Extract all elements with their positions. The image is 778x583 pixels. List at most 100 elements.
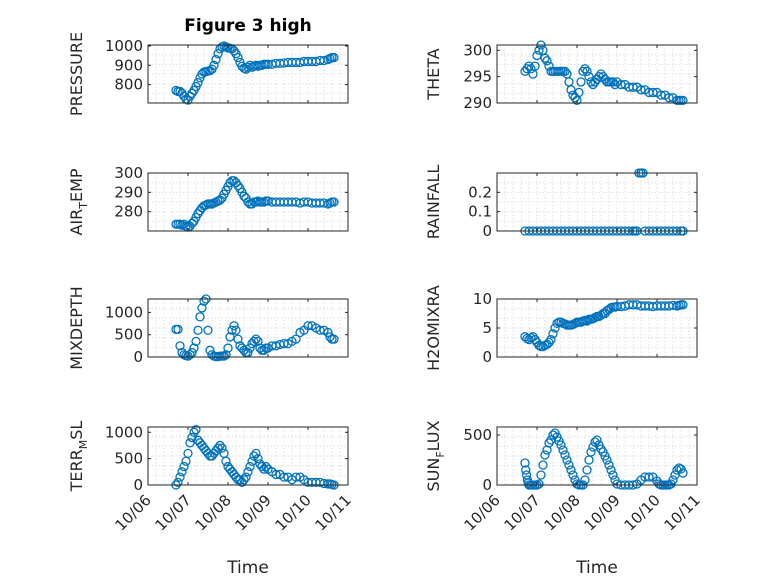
data-point <box>521 465 531 475</box>
data-point <box>195 312 205 322</box>
data-point <box>534 45 544 55</box>
data-point <box>185 350 195 360</box>
data-point <box>580 64 590 74</box>
x-tick-label: 10/09 <box>232 491 275 534</box>
data-point <box>522 64 532 74</box>
data-point <box>257 461 267 472</box>
y-axis-label: TERRMSL <box>67 421 90 493</box>
panel-rainfall: 00.1 0.2 RAINFALL <box>424 165 698 240</box>
data-point <box>179 461 189 472</box>
data-point <box>540 53 550 63</box>
y-tick-label: 900 <box>114 56 143 74</box>
data-point <box>582 465 592 475</box>
data-point <box>548 329 558 339</box>
data-point <box>604 460 614 470</box>
data-point <box>566 85 576 95</box>
data-point <box>191 424 201 435</box>
data-point <box>221 350 231 360</box>
data-point <box>656 90 666 100</box>
data-point <box>542 56 552 66</box>
data-point <box>580 475 590 485</box>
data-point <box>203 325 213 335</box>
data-point <box>582 66 592 77</box>
y-tick-label: 10 <box>473 290 492 308</box>
data-point <box>215 440 225 451</box>
y-tick-label: 800 <box>114 76 143 94</box>
x-tick-label: 10/08 <box>192 491 235 534</box>
data-point <box>532 50 542 61</box>
data-point <box>562 455 572 465</box>
data-point <box>590 312 600 323</box>
data-point <box>233 180 243 191</box>
data-point <box>185 438 195 448</box>
panel-mixdepth: 0 500 1000 MIXDEPTH <box>67 286 349 370</box>
data-point <box>227 325 237 335</box>
data-point <box>546 334 556 345</box>
data-point <box>610 79 620 90</box>
data-point <box>678 468 688 478</box>
data-point <box>249 336 259 347</box>
data-point <box>259 464 269 474</box>
y-tick-label: 0 <box>133 476 143 494</box>
data-point <box>578 66 588 77</box>
x-tick-label: 10/09 <box>581 491 624 534</box>
data-point <box>606 465 616 475</box>
data-point <box>193 325 203 335</box>
data-point <box>608 77 618 87</box>
data-point <box>175 341 185 351</box>
y-tick-label: 0 <box>482 476 492 494</box>
x-axis-label: Time <box>575 558 618 578</box>
data-point <box>187 88 197 98</box>
axes-box <box>496 172 698 232</box>
data-point <box>223 343 233 353</box>
data-point <box>251 448 261 459</box>
data-point <box>251 334 261 344</box>
data-point <box>586 77 596 87</box>
axes-box <box>147 426 349 486</box>
data-point <box>323 327 333 338</box>
data-point <box>556 440 566 450</box>
data-point <box>558 445 568 455</box>
y-tick-label: 5 <box>482 319 492 337</box>
data-point <box>189 343 199 353</box>
data-point <box>319 55 329 66</box>
data-point <box>586 447 596 457</box>
data-point <box>199 296 209 306</box>
y-tick-label: 300 <box>463 41 492 59</box>
data-point <box>530 61 540 71</box>
data-point <box>534 479 544 489</box>
data-point <box>564 460 574 470</box>
data-point <box>261 461 271 472</box>
data-point <box>189 427 199 437</box>
plot-area <box>496 172 698 232</box>
axes-box <box>147 172 349 232</box>
data-point <box>239 475 249 485</box>
y-tick-label: 300 <box>114 164 143 182</box>
y-tick-label: 295 <box>463 68 492 86</box>
data-point <box>566 465 576 475</box>
data-point <box>233 52 243 63</box>
data-point <box>329 52 339 63</box>
panel-theta: 290 295 300 THETA <box>424 40 698 112</box>
data-point <box>520 458 530 468</box>
y-tick-label: 1000 <box>105 37 143 55</box>
data-point <box>592 435 602 445</box>
y-tick-label: 0 <box>482 348 492 366</box>
data-point <box>644 472 654 482</box>
data-point <box>668 475 678 485</box>
y-tick-label: 0 <box>482 222 492 240</box>
x-tick-label: 10/10 <box>621 491 664 534</box>
data-point <box>538 460 548 470</box>
data-point <box>329 197 339 207</box>
x-tick-label: 10/06 <box>112 491 155 534</box>
y-axis-label: PRESSURE <box>67 32 86 116</box>
data-point <box>233 334 243 344</box>
x-tick-label: 10/07 <box>152 491 195 534</box>
x-axis-label: Time <box>226 558 269 578</box>
y-axis-label: RAINFALL <box>424 165 443 240</box>
data-point <box>291 334 301 344</box>
y-axis-label: MIXDEPTH <box>67 286 86 369</box>
panel-h2omixra: 0 5 10 H2OMIXRA <box>424 285 698 371</box>
